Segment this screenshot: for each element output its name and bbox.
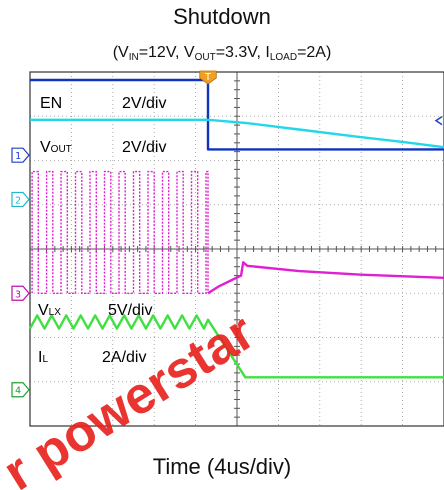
channel-marker-shape — [11, 191, 30, 208]
channel-marker-label: 2 — [15, 195, 21, 206]
label-vout-scale: 2V/div — [122, 139, 166, 156]
offscreen-arrow-icon — [434, 116, 443, 126]
subtitle-part: =12V, V — [138, 44, 195, 61]
channel-markers: 1 2 3 4 T — [11, 70, 443, 398]
channel-marker-2: 2 — [11, 191, 30, 208]
trigger-marker-label: T — [205, 72, 211, 83]
chart-subtitle: (VIN=12V, VOUT=3.3V, ILOAD=2A) — [0, 44, 444, 63]
channel-marker-shape — [11, 285, 30, 301]
channel-marker-label: 3 — [15, 289, 21, 300]
trigger-marker: T — [199, 70, 217, 85]
chart-title: Shutdown — [173, 4, 271, 29]
channel-marker-1: 1 — [11, 147, 30, 163]
traces — [28, 78, 444, 379]
channel-marker-label: 4 — [15, 386, 21, 397]
trace-en — [30, 78, 444, 151]
label-vout: VOUT — [40, 139, 72, 156]
subtitle-part: (V — [112, 44, 129, 61]
label-en: EN — [40, 95, 62, 112]
trace-vlx — [207, 261, 444, 295]
label-il-scale: 2A/div — [102, 349, 146, 366]
plot-frame — [29, 71, 444, 427]
trace-il — [28, 314, 444, 379]
subtitle-part: OUT — [194, 52, 216, 63]
channel-marker-shape — [11, 147, 30, 163]
label-vlx: VLX — [38, 302, 61, 319]
subtitle-part: =3.3V, I — [215, 44, 270, 61]
channel-marker-label: 1 — [15, 151, 21, 162]
channel-marker-shape — [11, 382, 30, 398]
label-vlx-scale: 5V/div — [108, 302, 152, 319]
channel-marker-3: 3 — [11, 285, 30, 301]
x-axis-label: Time (4us/div) — [152, 454, 292, 479]
subtitle-part: LOAD — [269, 52, 298, 63]
label-en-scale: 2V/div — [122, 95, 166, 112]
subtitle-part: =2A) — [297, 44, 332, 61]
trace-vout — [30, 118, 444, 149]
subtitle-part: IN — [128, 52, 139, 63]
trigger-marker-shape — [199, 70, 217, 85]
label-il: IL — [38, 349, 48, 366]
channel-marker-4: 4 — [11, 382, 30, 398]
